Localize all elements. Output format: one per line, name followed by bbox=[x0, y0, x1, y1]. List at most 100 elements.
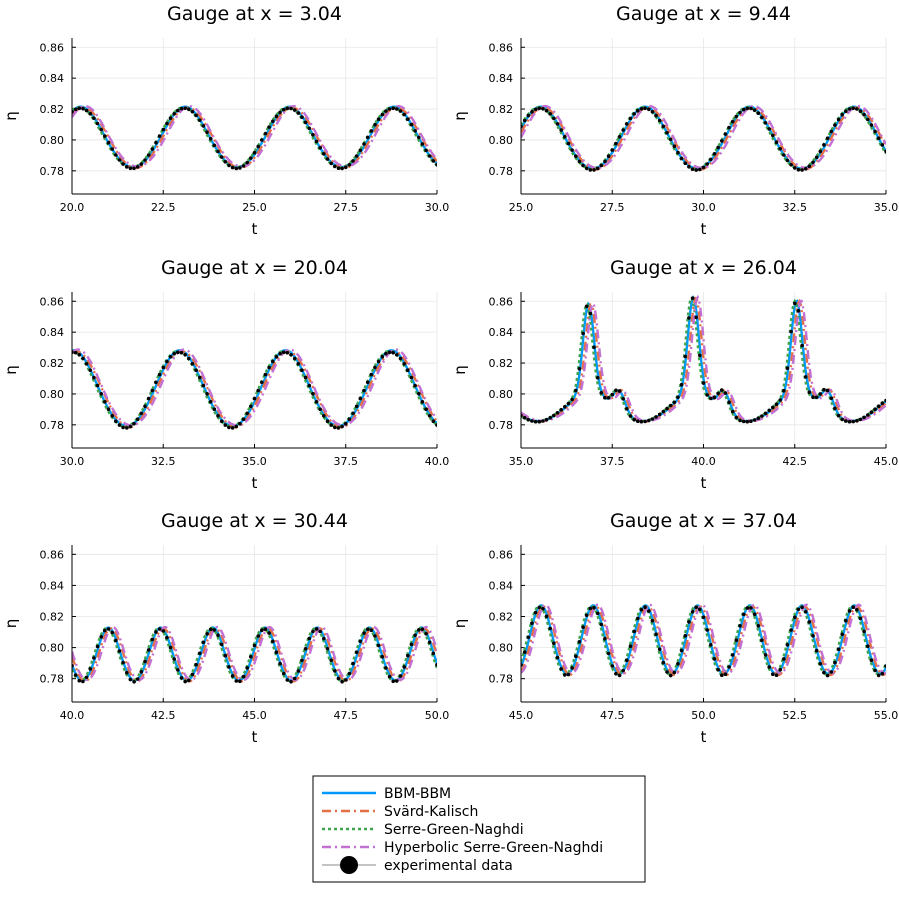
data-point bbox=[362, 631, 366, 635]
data-point bbox=[373, 634, 377, 638]
data-point bbox=[668, 673, 673, 678]
data-point bbox=[395, 107, 399, 111]
data-point bbox=[117, 158, 122, 162]
data-point bbox=[778, 147, 782, 151]
data-point bbox=[840, 417, 844, 422]
data-point bbox=[632, 417, 636, 422]
data-point bbox=[114, 419, 118, 424]
data-point bbox=[767, 408, 771, 413]
data-point bbox=[869, 658, 874, 662]
data-point bbox=[424, 148, 428, 153]
data-point bbox=[274, 114, 279, 119]
data-point bbox=[303, 120, 308, 125]
data-point bbox=[187, 107, 191, 112]
data-point bbox=[603, 395, 607, 400]
data-point bbox=[559, 667, 563, 671]
data-point bbox=[793, 301, 797, 306]
data-point bbox=[256, 388, 261, 393]
data-point bbox=[176, 108, 180, 113]
data-point bbox=[851, 106, 855, 111]
data-point bbox=[555, 122, 560, 126]
data-point bbox=[694, 168, 698, 172]
data-point bbox=[563, 673, 567, 677]
legend-label-bbm-bbm: BBM-BBM bbox=[384, 786, 451, 802]
data-point bbox=[95, 121, 100, 126]
data-point bbox=[183, 679, 187, 684]
data-point bbox=[683, 634, 688, 638]
data-point bbox=[201, 124, 206, 128]
data-point bbox=[161, 127, 166, 132]
data-point bbox=[716, 667, 720, 672]
data-point bbox=[110, 630, 114, 635]
data-point bbox=[595, 376, 600, 380]
y-tick-label: 0.84 bbox=[40, 579, 65, 592]
data-point bbox=[526, 417, 531, 422]
data-point bbox=[617, 673, 622, 678]
data-point bbox=[650, 417, 655, 421]
data-point bbox=[687, 316, 691, 320]
data-point bbox=[413, 383, 417, 388]
plot-area bbox=[521, 603, 886, 678]
data-point bbox=[431, 419, 436, 424]
data-point bbox=[135, 165, 140, 169]
data-point bbox=[365, 135, 370, 140]
data-point bbox=[234, 166, 239, 171]
data-point bbox=[884, 664, 886, 668]
data-point bbox=[267, 365, 271, 370]
x-tick-label: 30.0 bbox=[60, 455, 85, 468]
data-point bbox=[387, 674, 392, 679]
data-point bbox=[639, 608, 644, 612]
x-tick-label: 30.0 bbox=[425, 201, 450, 214]
data-point bbox=[314, 627, 319, 631]
data-point bbox=[577, 367, 582, 371]
data-point bbox=[117, 649, 122, 653]
data-point bbox=[311, 133, 315, 137]
data-point bbox=[636, 419, 640, 424]
data-point bbox=[793, 615, 797, 620]
data-point bbox=[227, 163, 231, 168]
data-point bbox=[738, 110, 742, 115]
data-point bbox=[88, 368, 93, 373]
data-point bbox=[873, 407, 877, 412]
data-point bbox=[132, 421, 136, 426]
data-point bbox=[621, 128, 625, 132]
data-point bbox=[252, 643, 257, 648]
data-point bbox=[176, 350, 180, 355]
data-point bbox=[351, 411, 355, 416]
data-point bbox=[241, 417, 246, 422]
experimental-data-markers bbox=[521, 106, 886, 172]
data-point bbox=[552, 413, 556, 418]
data-point bbox=[880, 401, 885, 406]
data-point bbox=[566, 141, 571, 146]
x-tick-label: 35.0 bbox=[509, 455, 534, 468]
data-point bbox=[402, 112, 407, 117]
data-point bbox=[610, 148, 615, 152]
data-point bbox=[125, 165, 129, 169]
data-point bbox=[709, 643, 713, 647]
data-point bbox=[526, 635, 531, 640]
data-point bbox=[647, 107, 651, 112]
data-point bbox=[844, 109, 848, 113]
data-point bbox=[855, 419, 859, 423]
data-point bbox=[723, 391, 728, 395]
data-point bbox=[329, 161, 334, 166]
data-point bbox=[125, 426, 129, 430]
data-point bbox=[785, 366, 790, 371]
data-point bbox=[606, 651, 611, 656]
x-tick-label: 30.0 bbox=[691, 201, 716, 214]
data-point bbox=[800, 168, 804, 172]
data-point bbox=[614, 388, 618, 393]
data-point bbox=[566, 672, 571, 677]
data-point bbox=[398, 109, 403, 113]
data-point bbox=[179, 350, 184, 355]
data-point bbox=[796, 167, 801, 172]
data-point bbox=[833, 123, 837, 127]
data-point bbox=[238, 679, 242, 684]
data-point bbox=[230, 674, 235, 678]
experimental-data-markers bbox=[72, 350, 437, 430]
data-point bbox=[154, 380, 158, 385]
data-point bbox=[289, 353, 293, 357]
data-point bbox=[245, 666, 249, 670]
grid bbox=[520, 38, 887, 194]
y-tick-label: 0.78 bbox=[489, 673, 514, 686]
